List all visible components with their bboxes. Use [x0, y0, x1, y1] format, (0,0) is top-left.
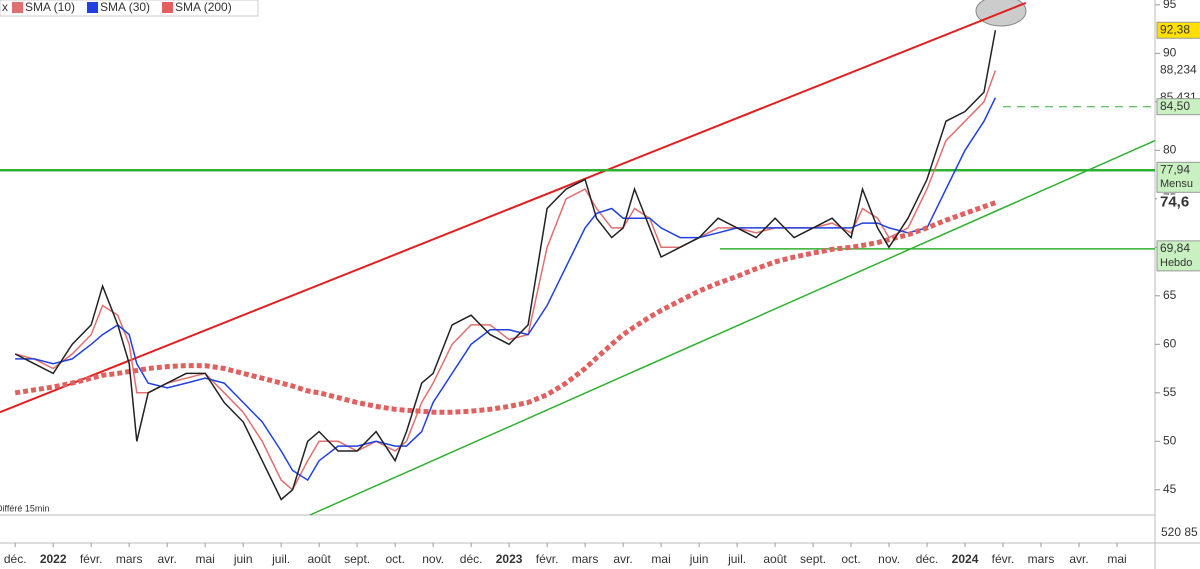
price-label: 77,94 [1160, 162, 1190, 176]
x-tick-label: déc. [916, 552, 939, 566]
x-tick-label: mars [1028, 552, 1055, 566]
x-tick-label: mars [116, 552, 143, 566]
legend-swatch [87, 2, 99, 13]
price-line [14, 30, 997, 501]
x-tick-label: déc. [460, 552, 483, 566]
x-tick-label: juin [233, 552, 253, 566]
x-tick-label: nov. [422, 552, 444, 566]
y-tick-label: 60 [1163, 336, 1177, 350]
delay-note: Différé 15min [0, 503, 49, 513]
legend-label: SMA (200) [175, 0, 232, 14]
sma-line [15, 97, 997, 482]
x-tick-label: mars [572, 552, 599, 566]
price-label-bg [1156, 161, 1200, 193]
x-tick-label: mai [1107, 552, 1126, 566]
x-tick-label: sept. [800, 552, 826, 566]
x-tick-label: 2024 [952, 552, 979, 566]
y-tick-label: 80 [1163, 143, 1177, 157]
legend-prefix: x [2, 0, 8, 14]
price-label: 74,6 [1160, 194, 1189, 211]
x-tick-label: mai [195, 552, 214, 566]
x-tick-label: avr. [613, 552, 632, 566]
legend-label: SMA (30) [100, 0, 150, 14]
price-label: 92,38 [1160, 22, 1190, 36]
price-label-sub: Hebdo [1160, 257, 1192, 269]
legend-label: SMA (10) [25, 0, 75, 14]
x-tick-label: 2022 [40, 552, 67, 566]
x-tick-label: juil. [727, 552, 746, 566]
volume-label: 520 85 [1161, 525, 1198, 539]
price-label-sub: Mensu [1160, 178, 1193, 190]
y-tick-label: 45 [1163, 482, 1177, 496]
trend-line [309, 139, 1156, 516]
x-tick-label: nov. [878, 552, 900, 566]
plot [0, 1, 1156, 516]
price-labels: 92,3888,23485,43184,5077,94Mensu74,669,8… [1156, 21, 1200, 272]
x-tick-label: sept. [344, 552, 370, 566]
price-label-bg [1156, 21, 1200, 39]
x-tick-label: avr. [1069, 552, 1088, 566]
x-tick-label: déc. [4, 552, 27, 566]
x-tick-label: juil. [271, 552, 290, 566]
legend: x SMA (10) SMA (30) SMA (200) [0, 0, 259, 17]
x-tick-label: août [763, 552, 787, 566]
x-tick-label: févr. [536, 552, 559, 566]
x-tick-label: juin [689, 552, 709, 566]
x-tick-label: mai [651, 552, 670, 566]
x-tick-label: févr. [80, 552, 103, 566]
legend-bg [0, 0, 259, 17]
x-tick-label: 2023 [496, 552, 523, 566]
price-label-bg [1157, 62, 1200, 79]
x-tick-label: oct. [385, 552, 404, 566]
price-label: 88,234 [1160, 63, 1197, 77]
x-tick-label: oct. [841, 552, 860, 566]
price-label-bg [1156, 98, 1200, 116]
x-tick-label: avr. [157, 552, 176, 566]
y-tick-label: 90 [1163, 46, 1177, 60]
x-tick-label: août [307, 552, 331, 566]
y-tick-label: 55 [1163, 385, 1177, 399]
legend-swatch [12, 2, 23, 13]
y-tick-label: 50 [1163, 433, 1177, 447]
price-label: 84,50 [1160, 99, 1190, 113]
price-label-bg [1156, 240, 1200, 272]
trend-line [0, 1, 1027, 414]
x-tick-label: févr. [992, 552, 1015, 566]
sma-line [14, 200, 997, 415]
legend-swatch [162, 2, 174, 13]
price-label: 69,84 [1160, 241, 1190, 255]
price-label-bg [1157, 194, 1200, 211]
y-tick-label: 65 [1163, 288, 1177, 302]
y-tick-label: 95 [1163, 0, 1177, 11]
